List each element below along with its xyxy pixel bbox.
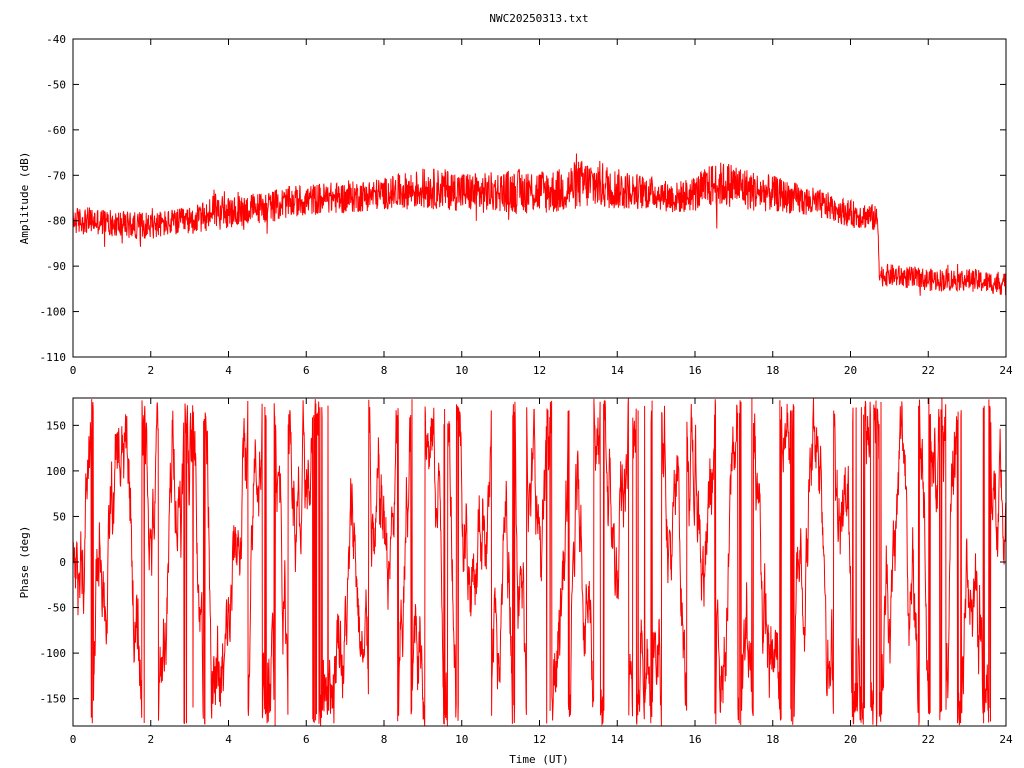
x-tick-label: 4 [225, 733, 232, 746]
x-tick-label: 16 [688, 733, 701, 746]
x-tick-label: 14 [611, 733, 625, 746]
y-tick-label: -60 [46, 124, 66, 137]
y-tick-label: 50 [53, 510, 66, 523]
phase-panel: 0 2 4 6 8 10 12 14 16 18 20 22 24150100500-50-100-15… [18, 397, 1013, 766]
phase-ticks: 0 2 4 6 8 10 12 14 16 18 20 22 24150100500-50-100-15… [40, 398, 1013, 746]
chart-title: NWC20250313.txt [489, 12, 588, 25]
x-tick-label: 22 [922, 733, 935, 746]
x-tick-label: 22 [922, 364, 935, 377]
y-tick-label: -80 [46, 215, 66, 228]
x-tick-label: 2 [147, 733, 154, 746]
x-tick-label: 18 [766, 364, 779, 377]
x-tick-label: 18 [766, 733, 779, 746]
phase-series-line [72, 397, 1007, 727]
amplitude-y-axis-label: Amplitude (dB) [18, 152, 31, 245]
y-tick-label: -40 [46, 33, 66, 46]
y-tick-label: 150 [46, 419, 66, 432]
phase-trace [72, 397, 1007, 727]
y-tick-label: -110 [40, 351, 67, 364]
x-tick-label: 4 [225, 364, 232, 377]
y-tick-label: -90 [46, 260, 66, 273]
x-tick-label: 8 [381, 733, 388, 746]
y-tick-label: -100 [40, 306, 67, 319]
x-tick-label: 24 [999, 364, 1013, 377]
x-tick-label: 2 [147, 364, 154, 377]
x-tick-label: 10 [455, 733, 468, 746]
x-tick-label: 12 [533, 364, 546, 377]
x-tick-label: 8 [381, 364, 388, 377]
x-tick-label: 16 [688, 364, 701, 377]
y-tick-label: -50 [46, 78, 66, 91]
x-tick-label: 0 [70, 364, 77, 377]
amplitude-ticks: 0 2 4 6 8 10 12 14 16 18 20 22 24-40-50-60-70-80-90-… [40, 33, 1013, 377]
x-tick-label: 24 [999, 733, 1013, 746]
amplitude-panel: 0 2 4 6 8 10 12 14 16 18 20 22 24-40-50-60-70-80-90-… [18, 33, 1013, 377]
y-tick-label: 100 [46, 465, 66, 478]
x-tick-label: 0 [70, 733, 77, 746]
y-tick-label: -50 [46, 602, 66, 615]
x-tick-label: 6 [303, 733, 310, 746]
y-tick-label: -70 [46, 169, 66, 182]
x-axis-label: Time (UT) [509, 753, 569, 766]
amplitude-series-line [72, 153, 1007, 296]
x-tick-label: 14 [611, 364, 625, 377]
x-tick-label: 12 [533, 733, 546, 746]
amplitude-trace [72, 153, 1007, 296]
x-tick-label: 20 [844, 364, 857, 377]
phase-y-axis-label: Phase (deg) [18, 526, 31, 599]
y-tick-label: 0 [59, 556, 66, 569]
y-tick-label: -100 [40, 647, 67, 660]
x-tick-label: 10 [455, 364, 468, 377]
x-tick-label: 6 [303, 364, 310, 377]
x-tick-label: 20 [844, 733, 857, 746]
y-tick-label: -150 [40, 693, 67, 706]
